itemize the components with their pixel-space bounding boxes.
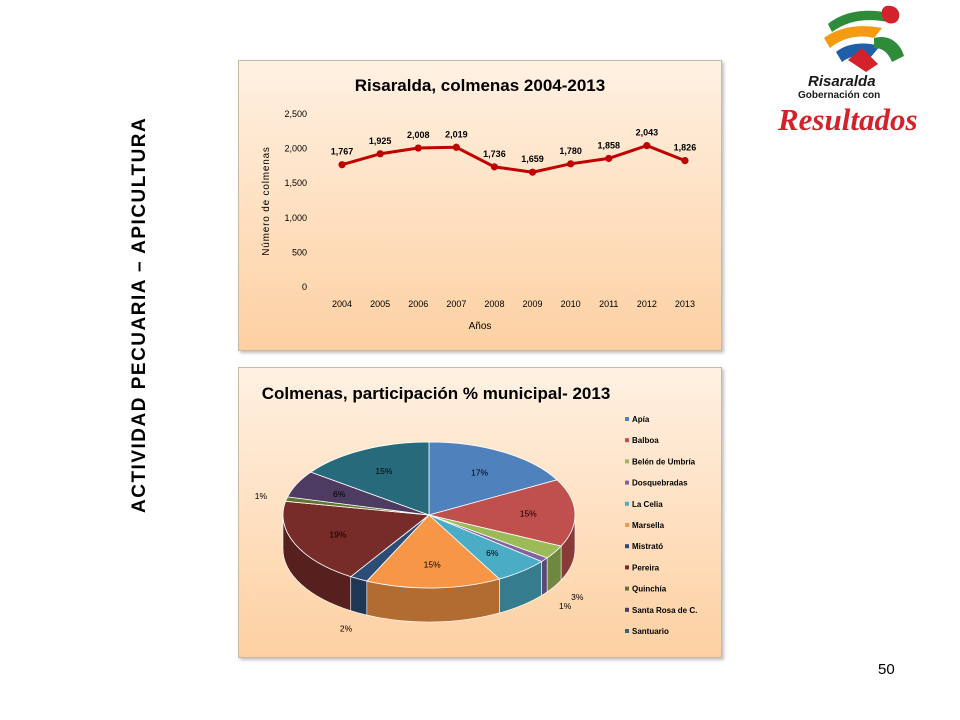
data-point [681,157,689,165]
x-tick-label: 2005 [370,299,390,309]
x-tick-label: 2006 [408,299,428,309]
pie-slice-side [350,576,368,616]
pie-slice [428,441,558,516]
pie-slice-label: 17% [471,467,488,477]
legend-swatch [625,523,629,527]
pie-slice [366,514,501,589]
pie-slice-label: 6% [486,548,499,558]
data-label: 1,780 [559,146,582,156]
legend-entry: Balboa [632,436,659,445]
legend-swatch [625,480,629,485]
x-tick-label: 2009 [523,299,543,309]
gobernacion-logo: Risaralda Gobernación con Resultados [770,2,940,137]
pie-slice-label: 15% [520,508,537,518]
pie-slice-label: 6% [333,489,346,499]
data-point [376,150,384,158]
logo-line2: Gobernación con [798,90,880,101]
legend-entry: Apía [632,415,650,424]
logo-line1: Risaralda [808,73,876,90]
pie-slice [310,441,430,516]
x-tick-label: 2011 [599,299,618,309]
line-chart-xlabel: Años [469,321,492,332]
legend-swatch [625,501,629,506]
data-point [452,143,460,151]
x-tick-label: 2013 [675,299,695,309]
line-chart-panel: Risaralda, colmenas 2004-2013 0 500 1,000 1… [238,60,722,351]
x-tick-label: 2007 [446,299,466,309]
pie-slice [282,500,431,578]
data-label: 1,858 [597,140,620,150]
data-point [338,161,346,169]
legend-swatch [625,544,629,549]
pie-slice-label: 3% [571,592,584,602]
legend-entry: Quinchía [632,585,667,594]
y-tick-label: 0 [302,282,307,292]
line-chart-ylabel: Número de colmenas [261,146,272,255]
data-point [414,144,422,152]
legend-entry: Dosquebradas [632,479,688,488]
data-label: 2,008 [407,130,430,140]
data-label: 1,767 [331,147,354,157]
legend-entry: Mistrató [632,542,663,551]
data-label: 1,659 [521,154,544,164]
line-chart: Risaralda, colmenas 2004-2013 0 500 1,000 1… [261,76,697,332]
pie-chart-panel: Colmenas, participación % municipal- 201… [238,367,722,658]
legend-entry: Santa Rosa de C. [632,606,697,615]
x-tick-label: 2012 [637,299,657,309]
side-title: ACTIVIDAD PECUARIA – APICULTURA [129,116,150,513]
data-label: 1,826 [674,143,697,153]
data-point [567,160,575,168]
data-label: 1,925 [369,136,392,146]
line-series [341,144,686,174]
pie-slice-label: 15% [375,466,392,476]
legend-swatch [625,565,629,570]
pie-slice-side [541,557,548,597]
pie-chart: Colmenas, participación % municipal- 201… [255,384,698,636]
data-label: 1,736 [483,149,506,159]
legend-swatch [625,586,629,591]
x-tick-label: 2010 [561,299,581,309]
y-tick-label: 2,500 [284,109,307,119]
x-tick-label: 2004 [332,299,352,309]
data-point [605,154,613,163]
x-tick-label: 2008 [484,299,504,309]
legend-swatch [625,629,629,633]
data-point [643,142,651,150]
line-chart-title: Risaralda, colmenas 2004-2013 [355,76,605,95]
data-point [528,168,537,176]
page-number: 50 [878,661,895,678]
legend-entry: Marsella [632,521,665,530]
legend-swatch [625,459,629,464]
legend-entry: Pereira [632,563,660,572]
pie-slice-label: 15% [424,560,441,570]
data-label: 2,043 [636,128,659,138]
pie-chart-title: Colmenas, participación % municipal- 201… [262,384,611,403]
y-tick-label: 1,000 [284,213,307,223]
data-label: 2,019 [445,129,468,139]
legend-entry: La Celia [632,500,663,509]
legend-swatch [625,417,629,421]
y-tick-label: 1,500 [284,178,307,188]
logo-emblem [824,5,904,72]
pie-slice [428,479,576,547]
y-tick-label: 500 [292,247,307,257]
legend-swatch [625,438,629,443]
y-tick-label: 2,000 [284,144,307,154]
pie-slice-label: 19% [329,530,346,540]
pie-slice-label: 1% [559,601,572,611]
logo-line3: Resultados [777,102,918,137]
pie-slice-label: 1% [255,491,268,501]
legend-swatch [625,607,629,612]
data-point [490,163,499,171]
pie-slice-label: 2% [340,623,353,633]
legend-entry: Belén de Umbría [632,457,696,466]
legend-entry: Santuario [632,627,669,636]
